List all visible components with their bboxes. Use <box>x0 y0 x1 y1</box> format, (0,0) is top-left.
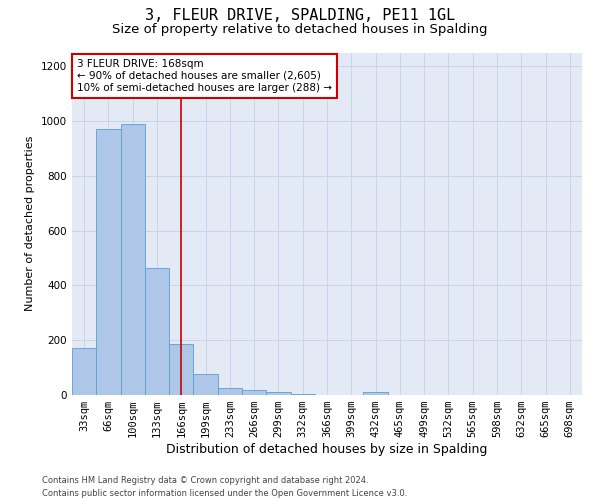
Bar <box>266 392 290 395</box>
Text: 3, FLEUR DRIVE, SPALDING, PE11 1GL: 3, FLEUR DRIVE, SPALDING, PE11 1GL <box>145 8 455 22</box>
Bar <box>242 390 266 395</box>
Text: Size of property relative to detached houses in Spalding: Size of property relative to detached ho… <box>112 22 488 36</box>
Bar <box>145 268 169 395</box>
Bar <box>121 124 145 395</box>
Bar <box>96 129 121 395</box>
Bar <box>218 388 242 395</box>
Text: Contains HM Land Registry data © Crown copyright and database right 2024.
Contai: Contains HM Land Registry data © Crown c… <box>42 476 407 498</box>
Bar <box>290 394 315 395</box>
Y-axis label: Number of detached properties: Number of detached properties <box>25 136 35 312</box>
Bar <box>169 344 193 395</box>
Bar <box>72 348 96 395</box>
Bar <box>193 374 218 395</box>
X-axis label: Distribution of detached houses by size in Spalding: Distribution of detached houses by size … <box>166 443 488 456</box>
Text: 3 FLEUR DRIVE: 168sqm
← 90% of detached houses are smaller (2,605)
10% of semi-d: 3 FLEUR DRIVE: 168sqm ← 90% of detached … <box>77 60 332 92</box>
Bar <box>364 392 388 395</box>
